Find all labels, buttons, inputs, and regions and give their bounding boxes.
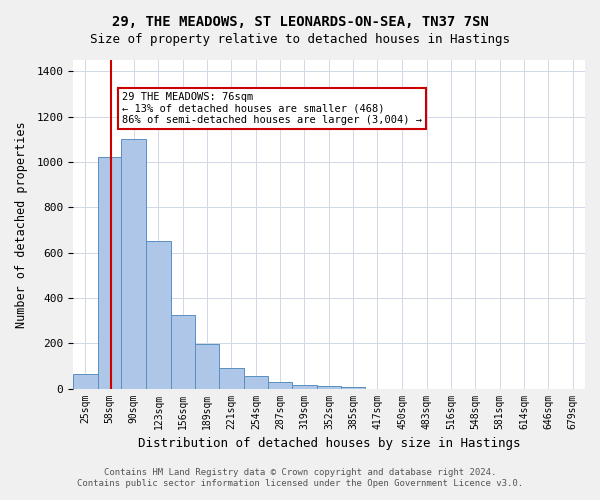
Y-axis label: Number of detached properties: Number of detached properties	[15, 121, 28, 328]
X-axis label: Distribution of detached houses by size in Hastings: Distribution of detached houses by size …	[138, 437, 520, 450]
Text: Size of property relative to detached houses in Hastings: Size of property relative to detached ho…	[90, 32, 510, 46]
Bar	[317, 386, 341, 388]
Bar	[170, 315, 195, 388]
Bar	[292, 385, 317, 388]
Bar	[146, 242, 170, 388]
Bar	[121, 140, 146, 388]
Text: 29, THE MEADOWS, ST LEONARDS-ON-SEA, TN37 7SN: 29, THE MEADOWS, ST LEONARDS-ON-SEA, TN3…	[112, 15, 488, 29]
Bar	[219, 368, 244, 388]
Bar	[268, 382, 292, 388]
Text: 29 THE MEADOWS: 76sqm
← 13% of detached houses are smaller (468)
86% of semi-det: 29 THE MEADOWS: 76sqm ← 13% of detached …	[122, 92, 422, 125]
Text: Contains HM Land Registry data © Crown copyright and database right 2024.
Contai: Contains HM Land Registry data © Crown c…	[77, 468, 523, 487]
Bar	[195, 344, 219, 389]
Bar	[98, 158, 121, 388]
Bar	[244, 376, 268, 388]
Bar	[73, 374, 98, 388]
Bar	[341, 386, 365, 388]
